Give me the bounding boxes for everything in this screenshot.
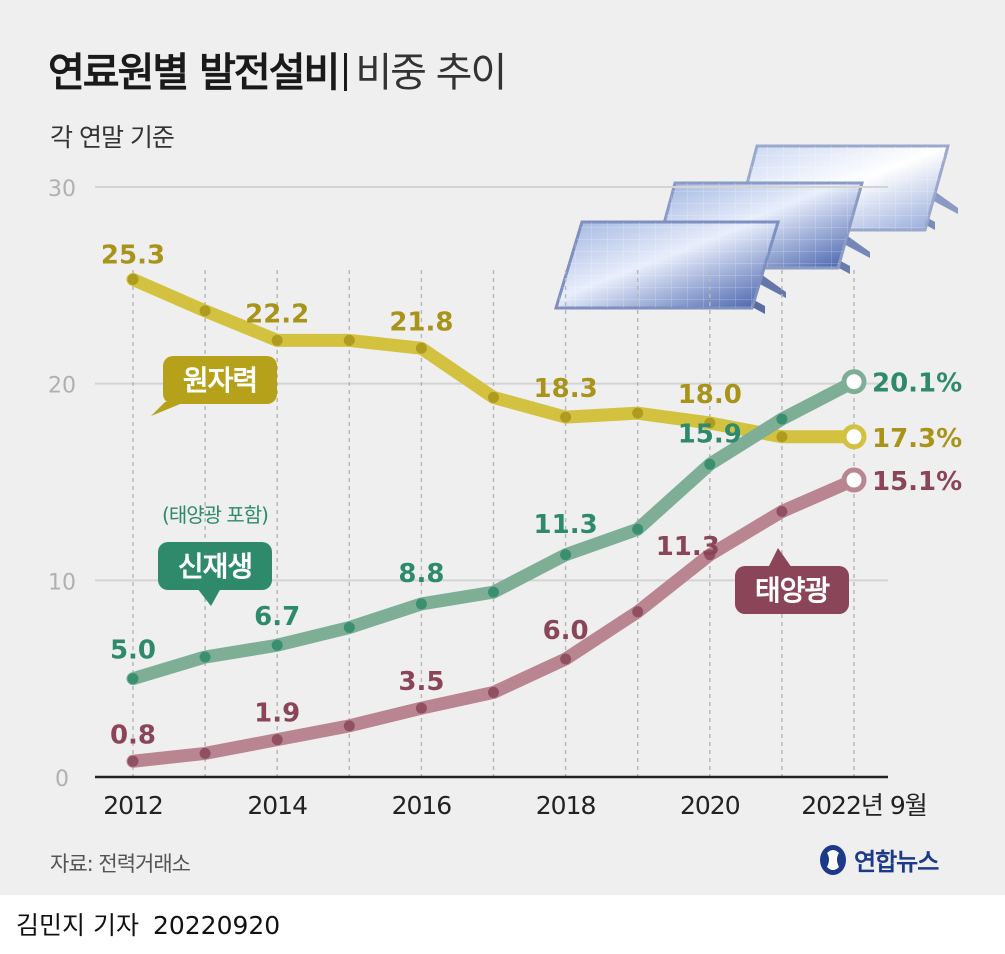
data-point [415,702,427,714]
data-label: 21.8 [389,307,453,337]
chart-title: 연료원별 발전설비 비중 추이 [48,40,507,98]
data-point [488,391,499,403]
data-point [127,273,139,285]
series-tag: 신재생 (태양광 포함) [158,503,272,606]
data-point [343,334,355,346]
series-tag-box [158,542,272,590]
data-label: 3.5 [398,667,444,697]
data-point [632,523,644,535]
series-endpoint [841,369,867,395]
data-point [632,606,644,618]
data-point [199,747,211,759]
byline: 김민지 기자 20220920 [16,906,280,942]
data-point [415,342,427,354]
series-name: 태양광 [755,574,831,607]
data-point [127,755,139,767]
data-label: 17.3% [872,424,962,454]
solar-panel-front [553,220,786,314]
y-tick-label: 0 [55,767,69,792]
source-note: 자료: 전력거래소 [50,852,191,876]
series-tag: 태양광 [735,548,849,614]
data-point [560,653,572,665]
x-tick-label: 2018 [536,791,596,820]
label-layer: 25.3 22.2 21.8 18.3 18.0 17.3% 5.0 6.7 8.8 11.3 15… [101,240,962,750]
publish-date: 20220920 [152,911,281,940]
data-point [560,549,572,561]
data-label: 25.3 [101,240,165,270]
data-label: 18.3 [534,374,598,404]
title-bold: 연료원별 발전설비 [48,50,340,96]
solar-panel-illustration [553,144,958,314]
title-light: 비중 추이 [355,50,507,96]
x-tick-label: 2012 [103,791,163,820]
data-label: 6.7 [254,602,300,632]
data-label: 6.0 [543,616,589,646]
data-point [560,411,572,423]
title-separator [344,53,348,91]
axis-layer: 0 10 20 30 2012 2014 2016 2018 2020 2022년 9월 [48,177,928,820]
series-tag: 원자력 [151,356,277,416]
data-label: 15.9 [678,419,742,449]
data-point [704,549,716,561]
data-point [704,417,716,429]
y-tick-label: 20 [48,374,76,399]
data-point [488,586,499,598]
x-tick-label: 2016 [392,791,452,820]
series-tag-pointer [151,402,185,416]
data-label: 11.3 [534,510,598,540]
x-tick-label: 2014 [247,791,307,820]
yonhap-logo-icon [820,844,846,875]
data-label: 11.3 [656,532,720,562]
data-point [271,334,283,346]
series-tag-pointer [197,588,221,606]
chart-subtitle: 각 연말 기준 [50,123,175,152]
data-point [199,305,211,317]
series-tag-box [735,566,849,614]
series-name: 원자력 [183,364,257,397]
data-label: 0.8 [110,720,156,750]
data-point [776,431,788,443]
data-label: 5.0 [110,636,156,666]
data-label: 20.1% [872,369,962,399]
line-chart: 0 10 20 30 2012 2014 2016 2018 2020 2022년 9월 25.3… [48,144,962,820]
series-tag-pointer [768,548,792,568]
data-label: 15.1% [872,467,962,497]
data-label: 1.9 [254,699,300,729]
author: 김민지 기자 [16,911,139,940]
data-point [271,734,283,746]
data-point [704,458,716,470]
data-label: 18.0 [678,380,742,410]
y-tick-label: 10 [48,570,76,595]
series-endpoint [841,467,867,493]
series-tag-box [163,356,277,404]
data-label: 8.8 [398,559,444,589]
series-note: (태양광 포함) [162,503,268,527]
data-point [271,639,283,651]
y-tick-label: 30 [48,177,76,202]
x-tick-label: 2022년 9월 [801,791,926,820]
data-point [343,720,355,732]
x-tick-label: 2020 [680,791,740,820]
data-point [343,622,355,634]
data-point [776,506,788,517]
data-point [199,651,211,663]
data-point [415,598,427,610]
logo-text: 연합뉴스 [854,848,939,876]
data-point [776,413,788,425]
series-layer [126,272,867,768]
data-point [127,673,139,685]
series-endpoint [841,424,867,450]
series-name: 신재생 [178,550,252,583]
data-point [488,686,499,698]
publisher-logo: 연합뉴스 [818,842,939,877]
data-label: 22.2 [245,299,309,329]
data-point [632,407,644,419]
